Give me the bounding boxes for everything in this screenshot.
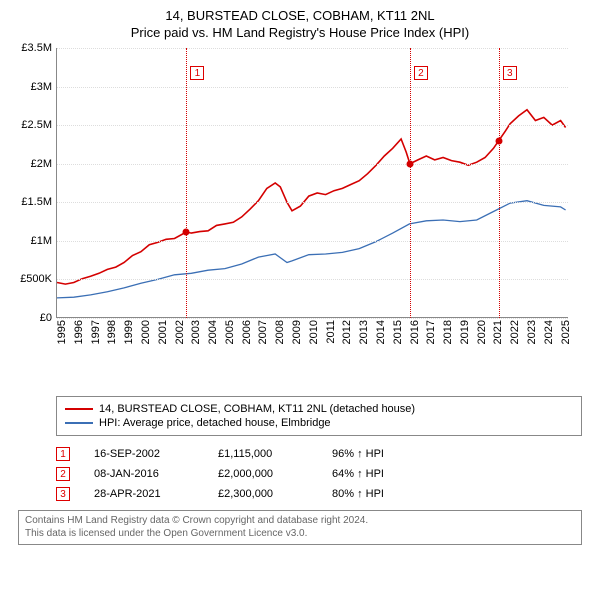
gridline bbox=[57, 164, 568, 165]
event-dot bbox=[406, 160, 413, 167]
event-index-box: 3 bbox=[56, 487, 70, 501]
event-marker: 1 bbox=[190, 66, 204, 80]
footer-line-2: This data is licensed under the Open Gov… bbox=[25, 528, 575, 541]
x-tick-label: 2024 bbox=[543, 320, 555, 344]
legend-label: HPI: Average price, detached house, Elmb… bbox=[99, 417, 331, 429]
gridline bbox=[57, 87, 568, 88]
event-dot bbox=[495, 137, 502, 144]
gridline bbox=[57, 48, 568, 49]
gridline bbox=[57, 202, 568, 203]
x-tick-label: 2005 bbox=[224, 320, 236, 344]
x-tick-label: 2016 bbox=[409, 320, 421, 344]
event-table-row: 3 28-APR-2021 £2,300,000 80% ↑ HPI bbox=[56, 484, 582, 504]
events-table: 1 16-SEP-2002 £1,115,000 96% ↑ HPI 2 08-JAN-2… bbox=[56, 444, 582, 504]
gridline bbox=[57, 318, 568, 319]
x-tick-label: 2020 bbox=[476, 320, 488, 344]
x-tick-label: 2009 bbox=[291, 320, 303, 344]
x-tick-label: 2019 bbox=[459, 320, 471, 344]
plot-area: 1 2 3 bbox=[56, 48, 568, 318]
x-tick-label: 2014 bbox=[375, 320, 387, 344]
y-tick-label: £2M bbox=[8, 158, 52, 170]
x-tick-label: 2021 bbox=[492, 320, 504, 344]
event-index-box: 1 bbox=[56, 447, 70, 461]
event-line bbox=[410, 48, 411, 318]
gridline bbox=[57, 125, 568, 126]
legend-label: 14, BURSTEAD CLOSE, COBHAM, KT11 2NL (de… bbox=[99, 403, 415, 415]
x-tick-label: 1995 bbox=[56, 320, 68, 344]
x-tick-label: 2008 bbox=[274, 320, 286, 344]
x-tick-label: 2025 bbox=[560, 320, 572, 344]
event-price: £2,300,000 bbox=[218, 488, 308, 500]
series-svg bbox=[57, 48, 569, 318]
event-price: £1,115,000 bbox=[218, 448, 308, 460]
x-axis: 1995 1996 1997 1998 1999 2000 2001 2002 2003 2004… bbox=[56, 320, 568, 370]
footer: Contains HM Land Registry data © Crown c… bbox=[18, 510, 582, 545]
y-tick-label: £2.5M bbox=[8, 119, 52, 131]
gridline bbox=[57, 241, 568, 242]
x-tick-label: 2007 bbox=[257, 320, 269, 344]
x-tick-label: 2023 bbox=[526, 320, 538, 344]
x-tick-label: 2004 bbox=[207, 320, 219, 344]
x-tick-label: 2013 bbox=[358, 320, 370, 344]
x-tick-label: 2022 bbox=[509, 320, 521, 344]
event-pct: 64% ↑ HPI bbox=[332, 468, 422, 480]
event-line bbox=[186, 48, 187, 318]
x-tick-label: 2006 bbox=[241, 320, 253, 344]
x-tick-label: 2001 bbox=[157, 320, 169, 344]
x-tick-label: 1997 bbox=[90, 320, 102, 344]
event-date: 28-APR-2021 bbox=[94, 488, 194, 500]
chart-area: £0£500K£1M£1.5M£2M£2.5M£3M£3.5M 123 1995… bbox=[8, 48, 568, 348]
y-tick-label: £1.5M bbox=[8, 196, 52, 208]
event-pct: 96% ↑ HPI bbox=[332, 448, 422, 460]
event-table-row: 1 16-SEP-2002 £1,115,000 96% ↑ HPI bbox=[56, 444, 582, 464]
legend-swatch bbox=[65, 408, 93, 410]
y-tick-label: £1M bbox=[8, 235, 52, 247]
x-tick-label: 2003 bbox=[190, 320, 202, 344]
x-tick-label: 2011 bbox=[325, 320, 337, 344]
y-axis: £0£500K£1M£1.5M£2M£2.5M£3M£3.5M bbox=[8, 48, 56, 318]
y-tick-label: £500K bbox=[8, 273, 52, 285]
x-tick-label: 2017 bbox=[425, 320, 437, 344]
x-tick-label: 2012 bbox=[341, 320, 353, 344]
event-date: 16-SEP-2002 bbox=[94, 448, 194, 460]
x-tick-label: 2015 bbox=[392, 320, 404, 344]
x-tick-label: 1998 bbox=[106, 320, 118, 344]
event-pct: 80% ↑ HPI bbox=[332, 488, 422, 500]
event-line bbox=[499, 48, 500, 318]
series-line-blue bbox=[57, 201, 566, 298]
x-tick-label: 2000 bbox=[140, 320, 152, 344]
legend: 14, BURSTEAD CLOSE, COBHAM, KT11 2NL (de… bbox=[56, 396, 582, 436]
legend-swatch bbox=[65, 422, 93, 424]
event-table-row: 2 08-JAN-2016 £2,000,000 64% ↑ HPI bbox=[56, 464, 582, 484]
y-tick-label: £0 bbox=[8, 312, 52, 324]
x-tick-label: 2010 bbox=[308, 320, 320, 344]
event-date: 08-JAN-2016 bbox=[94, 468, 194, 480]
x-tick-label: 1996 bbox=[73, 320, 85, 344]
x-tick-label: 2018 bbox=[442, 320, 454, 344]
x-tick-label: 2002 bbox=[174, 320, 186, 344]
footer-line-1: Contains HM Land Registry data © Crown c… bbox=[25, 515, 575, 528]
y-tick-label: £3.5M bbox=[8, 42, 52, 54]
event-marker: 3 bbox=[503, 66, 517, 80]
gridline bbox=[57, 279, 568, 280]
event-dot bbox=[183, 228, 190, 235]
legend-row: HPI: Average price, detached house, Elmb… bbox=[65, 416, 573, 430]
event-marker: 2 bbox=[414, 66, 428, 80]
legend-row: 14, BURSTEAD CLOSE, COBHAM, KT11 2NL (de… bbox=[65, 402, 573, 416]
y-tick-label: £3M bbox=[8, 81, 52, 93]
series-line-red bbox=[57, 110, 566, 284]
x-tick-label: 1999 bbox=[123, 320, 135, 344]
event-index-box: 2 bbox=[56, 467, 70, 481]
chart-subtitle: Price paid vs. HM Land Registry's House … bbox=[8, 25, 592, 40]
chart-title: 14, BURSTEAD CLOSE, COBHAM, KT11 2NL bbox=[8, 8, 592, 23]
event-price: £2,000,000 bbox=[218, 468, 308, 480]
